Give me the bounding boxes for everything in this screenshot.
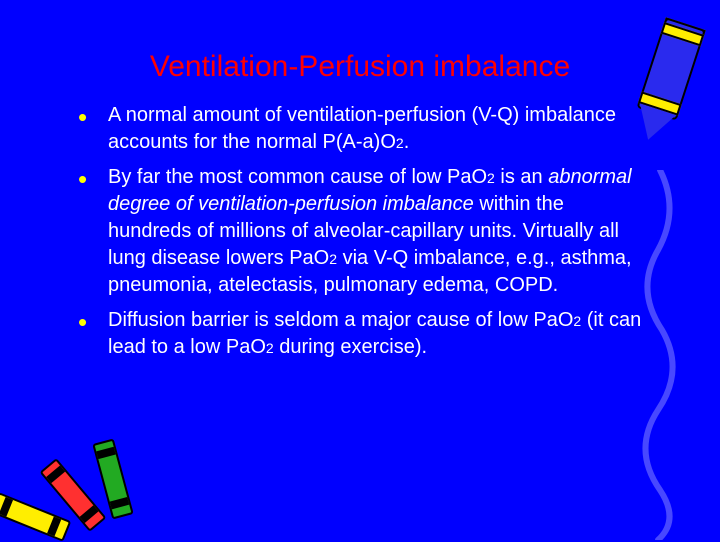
bullet-item: Diffusion barrier is seldom a major caus… — [100, 307, 650, 361]
slide-title: Ventilation-Perfusion imbalance — [70, 50, 650, 84]
bullet-item: By far the most common cause of low PaO2… — [100, 164, 650, 299]
bullet-item: A normal amount of ventilation-perfusion… — [100, 102, 650, 156]
slide-container: Ventilation-Perfusion imbalance A normal… — [0, 0, 720, 540]
bullet-list: A normal amount of ventilation-perfusion… — [70, 102, 650, 361]
